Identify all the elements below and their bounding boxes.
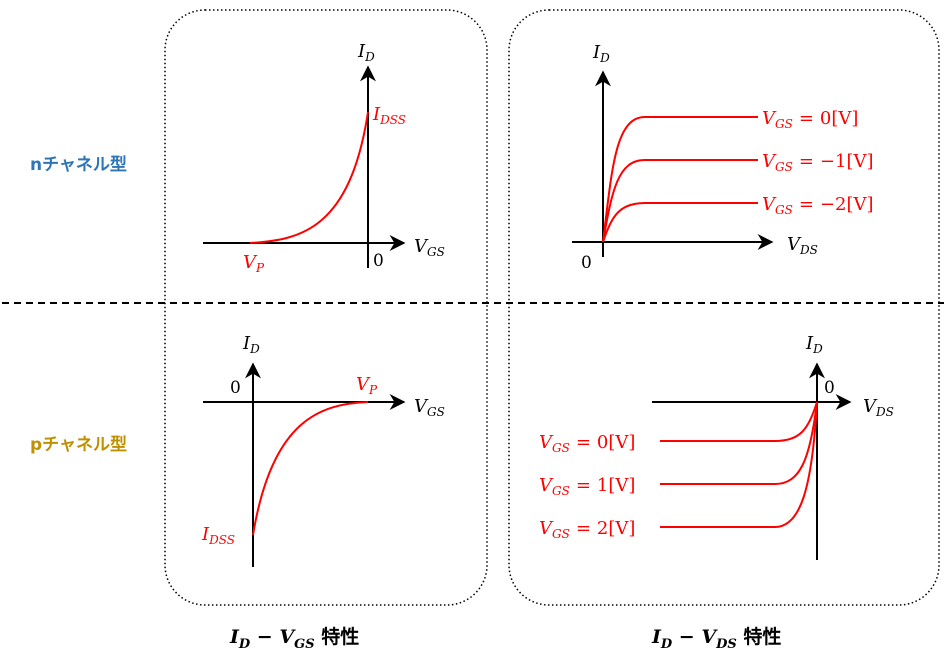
n-output-graph: ID VDS 0 VGS = 0[V] VGS = −1[V] VGS = −2[V]: [572, 42, 873, 273]
left-panel-frame: [164, 9, 488, 606]
n-output-curve-label-2: VGS = −2[V]: [762, 194, 873, 217]
n-transfer-zero-label: 0: [373, 251, 384, 271]
n-transfer-curve: [249, 111, 369, 244]
p-output-zero-label: 0: [824, 378, 835, 398]
n-transfer-graph: ID IDSS VGS 0 VP: [203, 41, 445, 275]
n-output-curve-0: [602, 116, 758, 243]
p-output-vds-label: VDS: [863, 396, 894, 419]
p-output-curve-0: [660, 401, 818, 442]
p-output-curve-1: [660, 401, 818, 485]
p-transfer-id-label: ID: [242, 333, 260, 356]
p-transfer-curve: [252, 401, 369, 536]
p-transfer-zero-label: 0: [230, 378, 241, 398]
id-vds-characteristic-label: ID − VDS 特性: [652, 626, 782, 652]
n-output-curve-1: [602, 159, 758, 243]
n-output-id-label: ID: [592, 42, 610, 65]
id-vgs-characteristic-label: ID − VGS 特性: [230, 626, 360, 652]
p-output-graph: ID 0 VDS VGS = 0[V] VGS = 1[V] VGS = 2[V]: [539, 333, 894, 560]
p-output-id-label: ID: [805, 333, 823, 356]
n-output-curve-label-1: VGS = −1[V]: [762, 151, 873, 174]
p-transfer-vgs-label: VGS: [414, 396, 445, 419]
p-output-curve-2: [660, 401, 818, 528]
n-channel-row-label: nチャネル型: [30, 155, 127, 175]
n-transfer-vgs-label: VGS: [414, 236, 445, 259]
p-transfer-graph: ID 0 VP VGS IDSS: [201, 333, 445, 567]
p-transfer-vp-label: VP: [356, 374, 378, 397]
p-channel-row-label: pチャネル型: [30, 435, 127, 455]
n-transfer-idss-label: IDSS: [372, 104, 406, 127]
n-transfer-id-label: ID: [357, 41, 375, 64]
n-transfer-vp-label: VP: [243, 252, 265, 275]
n-output-curve-label-0: VGS = 0[V]: [762, 108, 858, 131]
p-output-curve-label-2: VGS = 2[V]: [539, 518, 635, 541]
n-output-zero-label: 0: [581, 253, 592, 273]
p-output-curve-label-0: VGS = 0[V]: [539, 432, 635, 455]
p-transfer-idss-label: IDSS: [201, 524, 235, 547]
p-output-curve-label-1: VGS = 1[V]: [539, 475, 635, 498]
right-panel-frame: [508, 9, 940, 606]
n-output-curve-2: [602, 202, 758, 243]
n-output-vds-label: VDS: [787, 234, 818, 257]
